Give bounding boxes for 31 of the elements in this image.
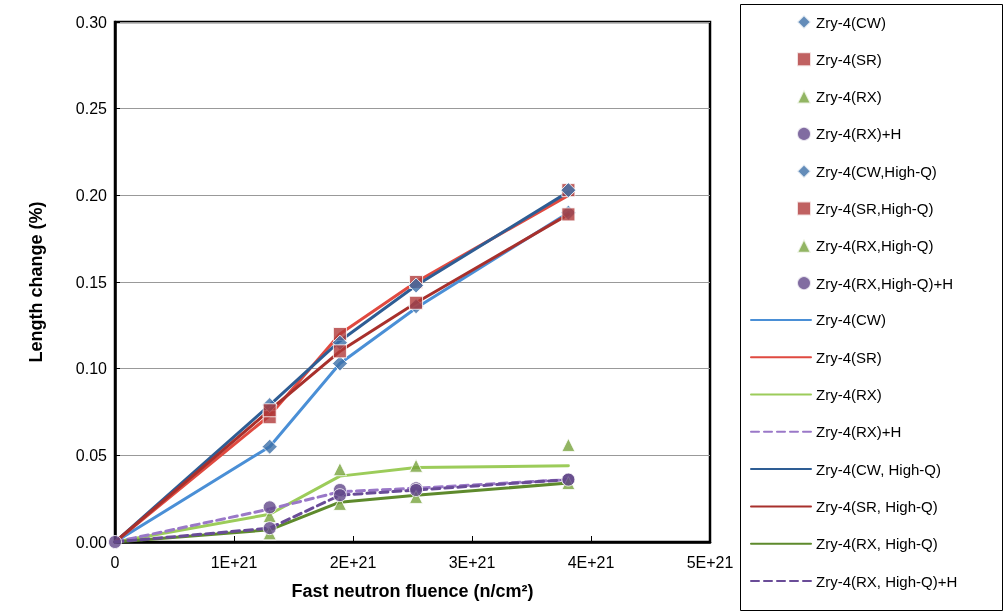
y-tick-label: 0.25 <box>75 100 108 118</box>
legend-label: Zry-4(RX) <box>816 88 882 106</box>
legend-label: Zry-4(CW) <box>816 311 886 329</box>
legend-label: Zry-4(RX, High-Q) <box>816 535 938 553</box>
legend-label: Zry-4(RX, High-Q)+H <box>816 572 958 590</box>
legend-label: Zry-4(SR) <box>816 348 882 366</box>
x-axis-title: Fast neutron fluence (n/cm²) <box>291 581 534 601</box>
x-tick-label: 4E+21 <box>567 553 615 571</box>
legend-label: Zry-4(RX) <box>816 386 882 403</box>
legend-label: Zry-4(CW, High-Q) <box>816 460 941 478</box>
legend-label: Zry-4(RX,High-Q)+H <box>816 274 954 292</box>
y-tick-label: 0.30 <box>75 13 108 31</box>
legend-label: Zry-4(CW) <box>816 13 886 31</box>
legend-label: Zry-4(SR, High-Q) <box>816 497 938 515</box>
legend-label: Zry-4(RX,High-Q) <box>816 237 934 255</box>
y-tick-label: 0.10 <box>75 360 108 378</box>
y-tick-label: 0.15 <box>75 273 108 291</box>
y-axis-title: Length change (%) <box>26 201 46 363</box>
y-tick-label: 0.00 <box>75 533 108 551</box>
legend-label: Zry-4(CW,High-Q) <box>816 162 937 180</box>
y-tick-label: 0.20 <box>75 186 108 204</box>
x-tick-label: 1E+21 <box>210 553 258 571</box>
x-tick-label: 0 <box>110 553 120 571</box>
x-tick-label: 5E+21 <box>686 553 734 571</box>
x-tick-label: 3E+21 <box>448 553 496 571</box>
legend-label: Zry-4(SR) <box>816 50 882 68</box>
y-tick-label: 0.05 <box>75 446 108 464</box>
legend-label: Zry-4(RX)+H <box>816 423 902 441</box>
legend-label: Zry-4(SR,High-Q) <box>816 200 934 217</box>
x-tick-label: 2E+21 <box>329 553 377 571</box>
legend-label: Zry-4(RX)+H <box>816 125 902 143</box>
